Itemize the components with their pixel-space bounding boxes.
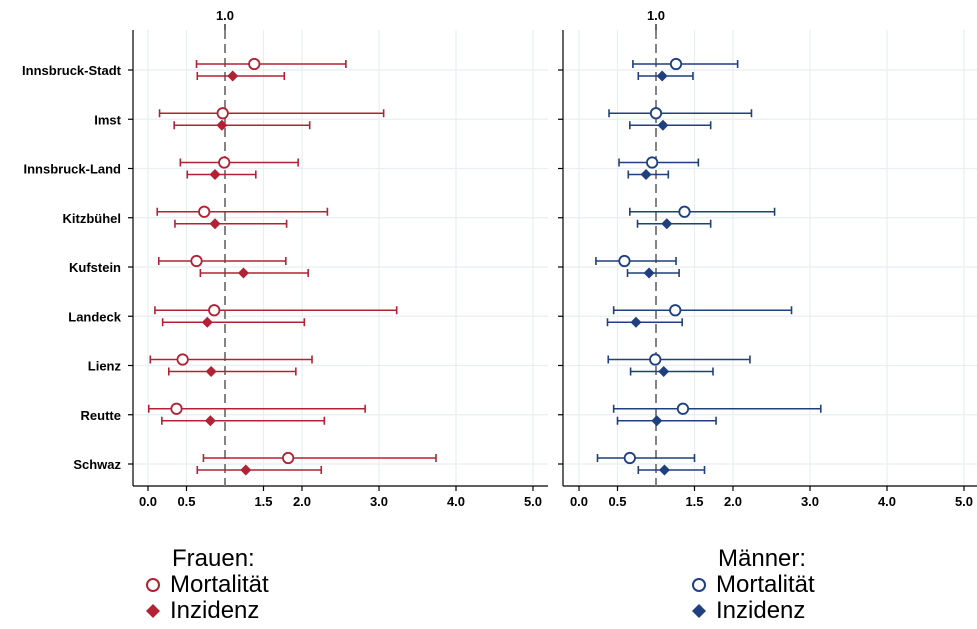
men-incidence-point: [643, 267, 655, 279]
filled-diamond-marker-icon: [692, 604, 706, 618]
men-incidence-point: [658, 366, 670, 377]
women-x-tick-label: 1.5: [254, 494, 272, 509]
legend-women-mortality-label: Mortalität: [170, 571, 269, 598]
category-label: Kitzbühel: [63, 211, 122, 226]
men-incidence-point: [651, 415, 663, 427]
legend-women-incidence-label: Inzidenz: [170, 597, 260, 624]
men-incidence-point: [656, 70, 668, 82]
women-x-tick-label: 0.0: [139, 494, 157, 509]
women-mortality-point: [176, 353, 189, 366]
women-x-tick-label: 4.0: [447, 494, 465, 509]
women-incidence-point: [227, 70, 239, 82]
men-incidence-point: [661, 218, 673, 230]
women-incidence-point: [205, 366, 217, 377]
forest-plot: 0.0 0.5 1.5 2.0 3.0 4.0 5.0 Innsbruck-Stadt Imst…: [22, 8, 977, 509]
women-x-tick-label: 3.0: [370, 494, 388, 509]
women-mortality-point: [282, 451, 295, 465]
men-x-tick-label: 5.0: [955, 494, 973, 509]
category-label: Reutte: [81, 408, 121, 423]
women-mortality-point: [248, 57, 261, 71]
women-incidence-point: [201, 316, 213, 328]
men-reference-label: 1.0: [647, 8, 665, 23]
men-incidence-point: [657, 119, 669, 131]
legend-men: Männer: Mortalität Inzidenz: [688, 546, 815, 624]
category-label: Imst: [94, 112, 121, 127]
women-incidence-point: [209, 218, 221, 230]
legend-women: Frauen: Mortalität Inzidenz: [142, 546, 269, 624]
legend-men-mortality: Mortalität: [688, 572, 815, 598]
men-x-tick-label: 0.5: [608, 494, 626, 509]
category-label: Landeck: [68, 309, 122, 324]
men-mortality-point: [669, 57, 683, 71]
women-mortality-point: [190, 254, 203, 268]
men-mortality-point: [669, 304, 682, 317]
legend-women-incidence: Inzidenz: [142, 598, 269, 624]
women-incidence-point: [216, 119, 228, 131]
women-mortality-point: [198, 205, 211, 218]
men-x-tick-label: 4.0: [878, 494, 896, 509]
women-incidence-point: [237, 267, 249, 279]
men-x-tick-label: 1.5: [685, 494, 703, 509]
women-x-tick-label: 2.0: [293, 494, 311, 509]
category-label: Schwaz: [73, 457, 121, 472]
women-incidence-point: [240, 464, 252, 476]
women-mortality-point: [208, 304, 221, 317]
men-incidence-point: [658, 464, 670, 476]
category-label: Innsbruck-Stadt: [22, 63, 122, 78]
hollow-circle-marker-icon: [146, 578, 160, 592]
men-x-tick-label: 3.0: [801, 494, 819, 509]
legend-men-incidence: Inzidenz: [688, 598, 815, 624]
men-mortality-point: [623, 451, 636, 465]
legend-men-incidence-label: Inzidenz: [716, 597, 806, 624]
men-incidence-point: [640, 169, 652, 180]
women-reference-label: 1.0: [216, 8, 234, 23]
men-x-tick-label: 0.0: [570, 494, 588, 509]
men-x-tick-label: 2.0: [724, 494, 742, 509]
legend-men-mortality-label: Mortalität: [716, 571, 815, 598]
legend-men-title: Männer:: [718, 545, 807, 572]
men-mortality-point: [646, 156, 659, 169]
women-x-tick-label: 0.5: [177, 494, 195, 509]
women-mortality-point: [218, 156, 231, 169]
men-mortality-point: [676, 402, 690, 415]
legend-women-mortality: Mortalität: [142, 572, 269, 598]
men-mortality-point: [649, 107, 663, 120]
men-mortality-point: [678, 205, 691, 218]
women-mortality-point: [216, 107, 229, 120]
category-label: Lienz: [88, 359, 122, 374]
hollow-circle-marker-icon: [692, 578, 706, 592]
women-incidence-point: [204, 415, 216, 427]
filled-diamond-marker-icon: [146, 604, 160, 618]
women-mortality-point: [170, 402, 183, 415]
legend-women-title: Frauen:: [172, 545, 255, 572]
women-incidence-point: [209, 169, 221, 180]
women-x-tick-label: 5.0: [524, 494, 542, 509]
category-label: Innsbruck-Land: [23, 162, 121, 177]
men-mortality-point: [649, 353, 662, 366]
men-mortality-point: [618, 254, 631, 268]
men-incidence-point: [630, 316, 642, 328]
category-label: Kufstein: [69, 260, 121, 275]
